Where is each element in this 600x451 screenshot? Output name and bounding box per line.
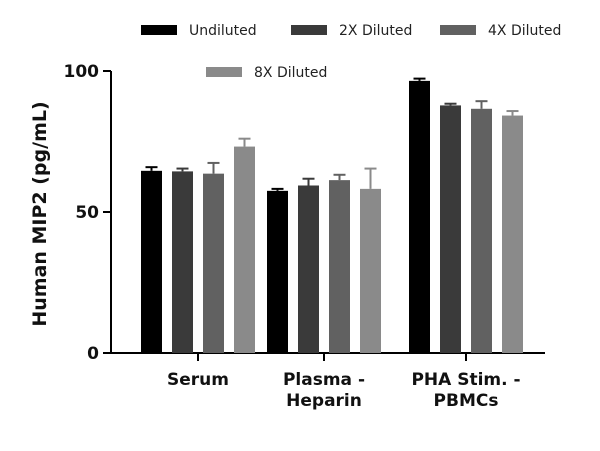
bar (409, 80, 430, 354)
bar (471, 108, 492, 354)
legend-label: 4X Diluted (488, 23, 561, 39)
bar (360, 188, 381, 353)
legend-label: 2X Diluted (339, 23, 412, 39)
x-tick-label: Heparin (286, 391, 362, 411)
bar (502, 115, 523, 353)
x-tick-label: PHA Stim. - (411, 370, 520, 390)
bar (329, 180, 350, 353)
x-axis: Serum Plasma -Heparin PHA Stim. -PBMCs (111, 352, 545, 411)
x-tick-label: PBMCs (434, 391, 499, 411)
y-axis-label: Human MIP2 (pg/mL) (29, 101, 51, 326)
legend-label: Undiluted (189, 23, 257, 39)
legend-swatch (206, 67, 242, 77)
y-tick-label: 50 (75, 203, 99, 223)
legend-swatch (440, 25, 476, 35)
bar (172, 171, 193, 353)
y-axis: 0 50 100 (64, 62, 112, 364)
legend-label: 8X Diluted (254, 65, 327, 81)
bars (141, 77, 523, 354)
legend-swatch (141, 25, 177, 35)
y-tick-label: 0 (87, 344, 99, 364)
y-tick-label: 100 (64, 62, 100, 82)
bar (440, 105, 461, 354)
x-tick-label: Serum (167, 370, 229, 390)
legend: Undiluted 2X Diluted 4X Diluted 8X Diluted (141, 23, 561, 81)
x-tick-label: Plasma - (283, 370, 365, 390)
bar (234, 146, 255, 353)
bar (141, 170, 162, 353)
bar (203, 173, 224, 353)
bar (267, 190, 288, 353)
bar (298, 185, 319, 353)
legend-swatch (291, 25, 327, 35)
